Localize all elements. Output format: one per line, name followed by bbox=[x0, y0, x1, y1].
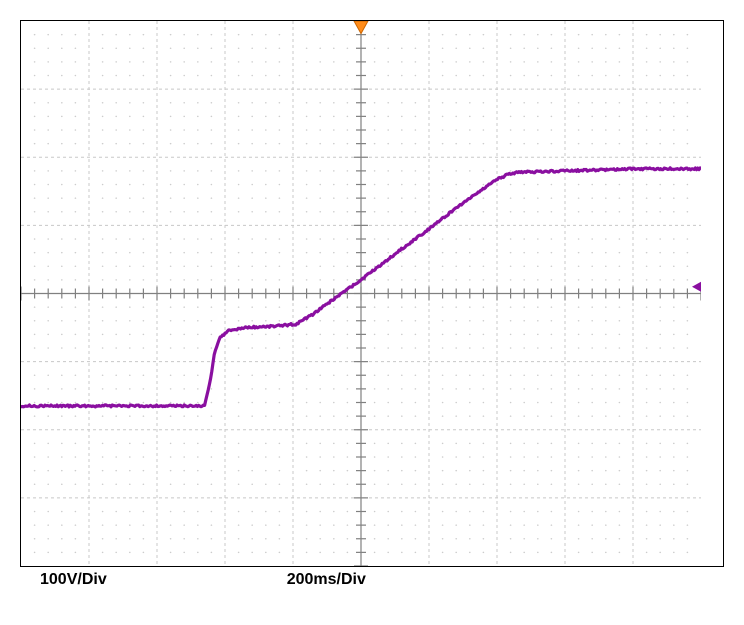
oscilloscope-container: 100V/Div 200ms/Div bbox=[20, 20, 724, 589]
y-axis-label: 100V/Div bbox=[40, 571, 107, 589]
oscilloscope-screen bbox=[20, 20, 724, 567]
axis-labels: 100V/Div 200ms/Div bbox=[20, 567, 724, 589]
x-axis-label: 200ms/Div bbox=[287, 571, 366, 589]
oscilloscope-svg bbox=[21, 21, 701, 566]
